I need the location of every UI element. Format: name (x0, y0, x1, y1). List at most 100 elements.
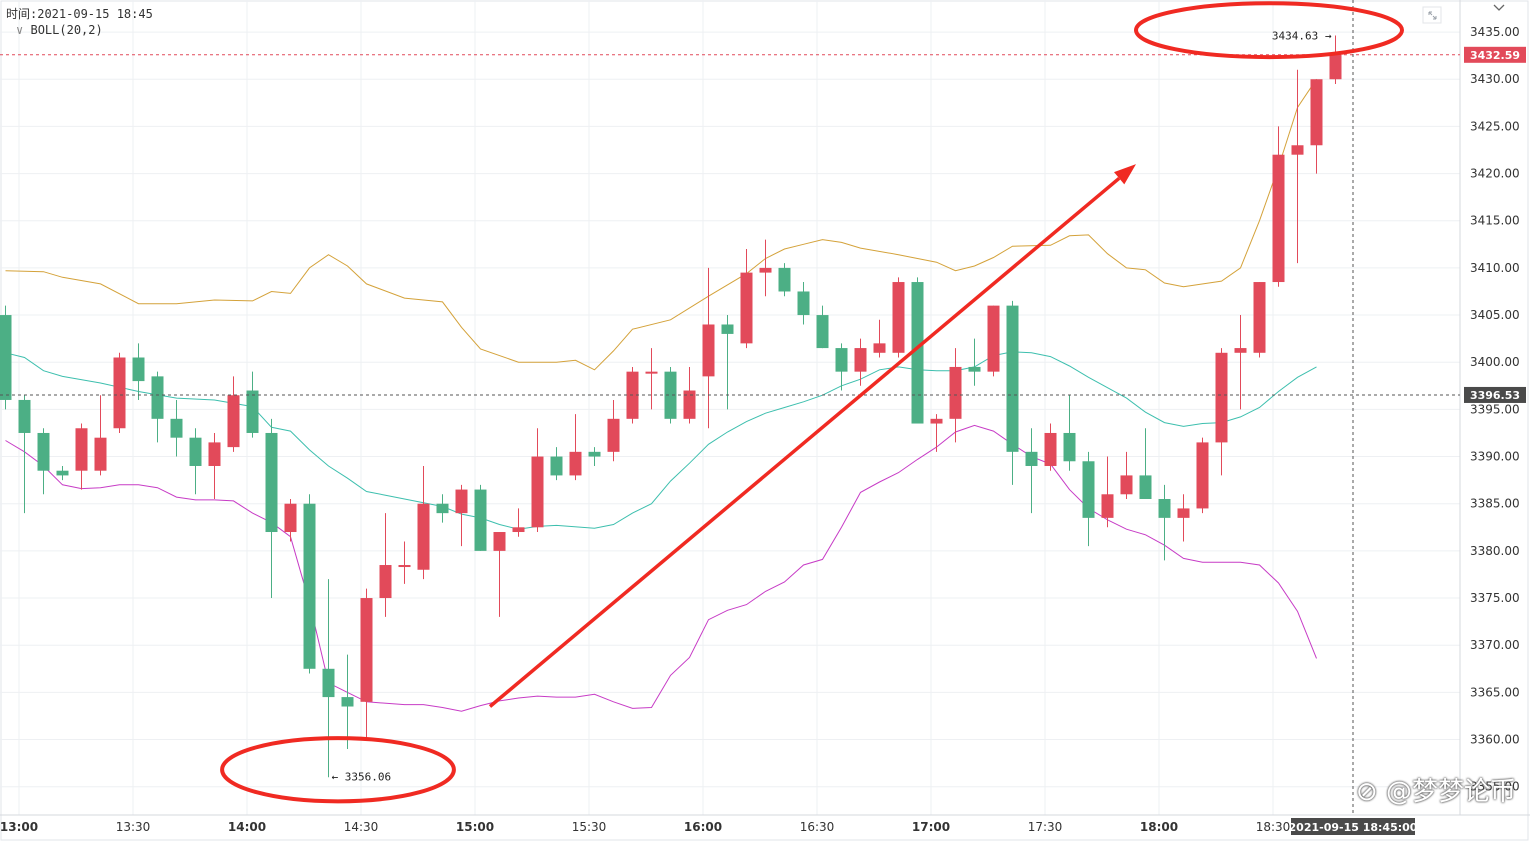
candle-body (1177, 508, 1190, 518)
candle (968, 338, 981, 386)
candle-body (170, 418, 183, 438)
candle (1120, 451, 1133, 499)
candle (1177, 494, 1190, 542)
candle (607, 399, 620, 462)
candle-body (1253, 282, 1266, 353)
candle (379, 513, 392, 617)
crosshair-time-tag (1291, 818, 1415, 835)
candle-body (854, 348, 867, 372)
time-tick-label: 16:00 (684, 820, 722, 834)
candle (455, 484, 468, 547)
candle (911, 277, 924, 424)
boll-upper-line (5, 78, 1317, 371)
candle (759, 239, 772, 297)
candle-body (56, 470, 69, 476)
current-price-tag-label: 3432.59 (1470, 49, 1520, 62)
candle-body (721, 324, 734, 334)
time-tick-label: 17:00 (912, 820, 950, 834)
bollinger-bands (5, 78, 1317, 712)
candle (189, 428, 202, 495)
candle-body (531, 456, 544, 528)
candle (797, 282, 810, 325)
candle (569, 414, 582, 481)
candle (683, 366, 696, 424)
candle-body (1272, 154, 1285, 283)
candles (0, 35, 1342, 778)
price-tick-label: 3365.00 (1470, 685, 1520, 699)
candle (0, 305, 12, 410)
candle-body (208, 442, 221, 466)
collapse-chevron-icon[interactable] (1493, 4, 1505, 11)
candle-body (892, 282, 905, 353)
candle-body (493, 532, 506, 551)
low-price-label: ← 3356.06 (332, 771, 392, 784)
candle-body (569, 451, 582, 476)
crosshair-price-tag-label: 3396.53 (1470, 389, 1520, 402)
low-price-circle (220, 736, 456, 804)
reference-lines (0, 0, 1460, 815)
trend-arrow-head (1114, 164, 1136, 185)
candle (132, 343, 145, 400)
time-tick-label: 18:00 (1140, 820, 1178, 834)
candle (360, 588, 373, 740)
candle-body (113, 357, 126, 429)
candle (1253, 282, 1266, 358)
candle (987, 305, 1000, 377)
annotations: ← 3356.06 3434.63 → (220, 1, 1404, 804)
indicator-legend[interactable]: ∨ BOLL(20,2) (16, 23, 103, 37)
candle-body (645, 371, 658, 374)
price-axis[interactable]: 3355.00 3360.00 3365.00 3370.00 3375.00 3380.… (1470, 25, 1520, 794)
price-tick-label: 3355.00 (1470, 780, 1520, 794)
candle-body (0, 315, 12, 400)
candle-body (1044, 432, 1057, 466)
time-tick-label: 13:00 (0, 820, 38, 834)
candle-body (398, 565, 411, 568)
candle-body (816, 315, 829, 349)
indicator-label: BOLL(20,2) (30, 23, 103, 37)
candle-body (227, 395, 240, 448)
candle-body (1196, 442, 1209, 509)
candle (873, 319, 886, 358)
price-tick-label: 3405.00 (1470, 308, 1520, 322)
candle (75, 423, 88, 490)
candle (208, 432, 221, 499)
candle-body (151, 376, 164, 419)
candle-body (341, 697, 354, 707)
time-tick-label: 16:30 (800, 820, 835, 834)
candle-body (1025, 451, 1038, 466)
candle (1329, 35, 1342, 84)
candle-body (607, 418, 620, 452)
price-tick-label: 3380.00 (1470, 544, 1520, 558)
chevron-down-icon[interactable]: ∨ (16, 23, 24, 37)
candle-body (512, 527, 525, 533)
candle (1139, 428, 1152, 499)
candle-body (588, 451, 601, 457)
candle (303, 494, 316, 674)
time-axis[interactable]: 13:00 13:30 14:00 14:30 15:00 15:30 16:00 16:30… (0, 820, 1290, 834)
candle (1310, 79, 1323, 174)
time-tick-label: 14:00 (228, 820, 266, 834)
candle-body (550, 456, 563, 476)
price-tick-label: 3430.00 (1470, 72, 1520, 86)
candle (930, 414, 943, 452)
candle (170, 399, 183, 457)
candle-body (303, 503, 316, 669)
current-price-tag (1464, 46, 1526, 63)
candle-body (455, 489, 468, 514)
candle-body (911, 282, 924, 424)
candle (531, 428, 544, 533)
candle (227, 376, 240, 452)
candle-body (664, 371, 677, 419)
time-tick-label: 15:00 (456, 820, 494, 834)
candle (854, 338, 867, 386)
expand-icon[interactable] (1422, 6, 1442, 24)
candle (1158, 484, 1171, 561)
candle (1025, 428, 1038, 514)
candle (835, 343, 848, 391)
time-readout: 时间:2021-09-15 18:45 (6, 7, 153, 21)
price-tick-label: 3425.00 (1470, 119, 1520, 133)
candle (721, 315, 734, 410)
candle-body (94, 437, 107, 471)
price-tick-label: 3370.00 (1470, 638, 1520, 652)
